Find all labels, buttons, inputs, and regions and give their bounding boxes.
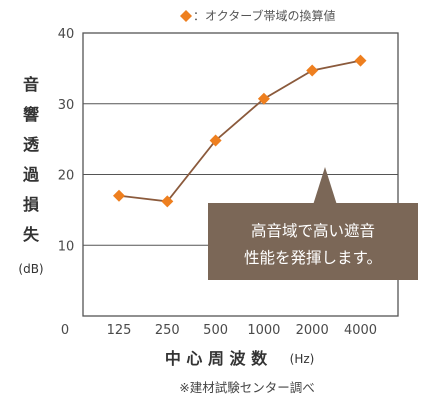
series-markers — [113, 54, 367, 208]
callout-line-1: 高音域で高い遮音 — [251, 222, 375, 240]
data-point-marker — [209, 134, 222, 147]
x-axis-unit: (Hz) — [290, 352, 315, 366]
data-point-marker — [354, 54, 367, 67]
data-point-marker — [257, 92, 270, 105]
y-tick-label: 10 — [58, 239, 75, 254]
x-tick-label: 2000 — [296, 323, 329, 338]
x-tick-label: 125 — [107, 323, 132, 338]
footnote: ※建材試験センター調べ — [179, 380, 314, 395]
y-tick-labels: 10 20 30 40 — [58, 27, 75, 254]
data-point-marker — [113, 189, 125, 202]
x-tick-label: 500 — [203, 323, 228, 338]
series-line — [118, 59, 361, 203]
legend-label: ：オクターブ帯域の換算値 — [193, 8, 336, 23]
y-axis-title-char: 失 — [23, 225, 40, 244]
y-axis-title-char: 音 — [23, 75, 39, 94]
origin-label: 0 — [61, 323, 69, 338]
y-axis-title-char: 損 — [23, 195, 40, 214]
callout-pointer — [313, 167, 337, 205]
y-axis-title-char: 響 — [23, 105, 39, 124]
y-axis-title-char: 過 — [22, 165, 40, 184]
y-tick-label: 30 — [58, 98, 75, 113]
plot-frame — [82, 32, 399, 317]
callout: 高音域で高い遮音 性能を発揮します。 — [208, 167, 418, 280]
y-tick-label: 40 — [58, 27, 75, 42]
y-axis-title-char: 透 — [23, 135, 40, 154]
data-point-marker — [306, 64, 319, 77]
callout-line-2: 性能を発揮します。 — [244, 249, 382, 267]
x-tick-label: 4000 — [344, 323, 377, 338]
legend-marker — [180, 10, 192, 22]
x-tick-labels: 125 250 500 1000 2000 4000 — [107, 323, 377, 338]
x-axis-title: 中 心 周 波 数 — [165, 349, 268, 368]
y-tick-label: 20 — [58, 169, 75, 184]
y-axis-unit: (dB) — [18, 262, 43, 276]
x-tick-label: 1000 — [247, 323, 280, 338]
callout-box — [208, 203, 418, 280]
x-tick-label: 250 — [155, 323, 180, 338]
data-point-marker — [161, 195, 174, 208]
